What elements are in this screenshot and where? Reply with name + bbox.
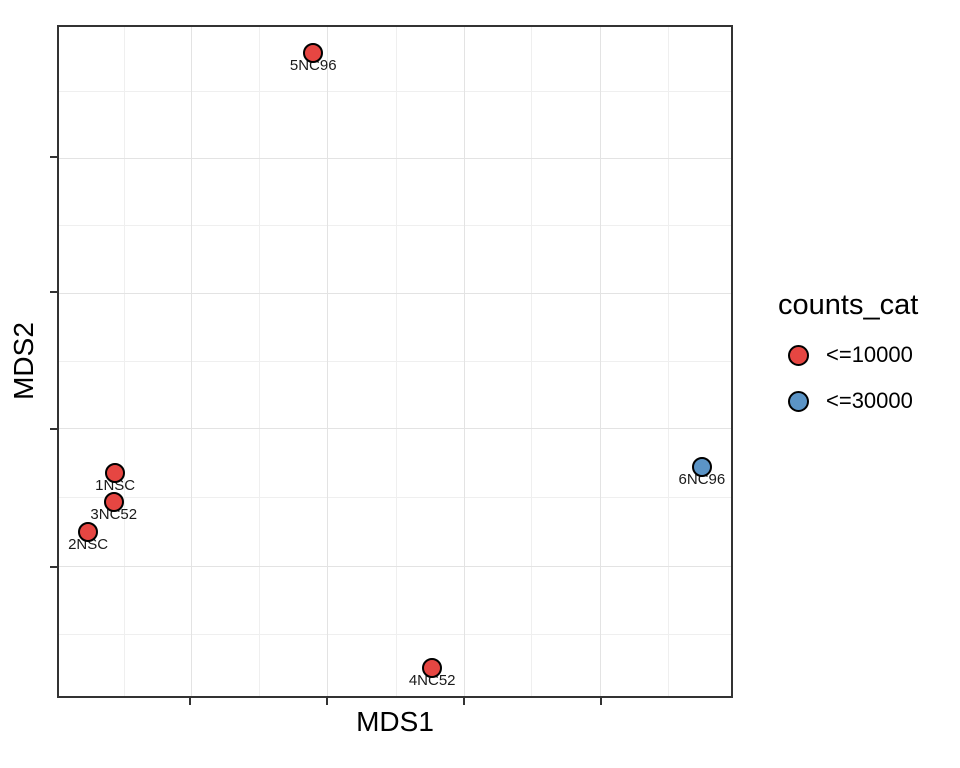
legend-item: <=30000: [788, 387, 918, 415]
y-axis-tick: [50, 565, 57, 568]
gridline-minor-horizontal: [59, 90, 731, 92]
y-axis-tick: [50, 291, 57, 294]
point-label: 5NC96: [289, 57, 337, 75]
gridline-minor-vertical: [395, 27, 397, 696]
gridline-minor-horizontal: [59, 497, 731, 499]
gridline-major-vertical: [463, 27, 465, 696]
gridline-major-horizontal: [59, 428, 731, 430]
legend-item-label: <=30000: [826, 388, 913, 413]
x-axis-tick: [189, 698, 192, 705]
point-label: 3NC52: [90, 506, 138, 524]
x-axis-tick: [325, 698, 328, 705]
plot-panel: [57, 25, 733, 698]
legend-item-label: <=10000: [826, 342, 913, 367]
data-point: [303, 43, 324, 64]
gridline-minor-horizontal: [59, 633, 731, 635]
gridline-major-vertical: [599, 27, 601, 696]
gridline-minor-horizontal: [59, 225, 731, 227]
data-point: [691, 457, 712, 478]
y-axis-title: MDS2: [8, 322, 39, 400]
data-point: [105, 463, 126, 484]
gridline-major-horizontal: [59, 158, 731, 160]
legend: counts_cat <=10000 <=30000: [778, 288, 918, 433]
gridline-major-horizontal: [59, 292, 731, 294]
data-point: [103, 492, 124, 513]
legend-title: counts_cat: [778, 289, 919, 321]
data-point: [422, 657, 443, 678]
data-point: [78, 521, 99, 542]
y-axis-tick: [50, 155, 57, 158]
point-label: 1NSC: [95, 477, 136, 495]
legend-items: <=10000 <=30000: [778, 341, 918, 415]
legend-item: <=10000: [788, 341, 918, 369]
gridline-minor-vertical: [667, 27, 669, 696]
gridline-major-horizontal: [59, 565, 731, 567]
gridline-minor-vertical: [531, 27, 533, 696]
x-axis-title: MDS1: [356, 706, 434, 737]
legend-key-circle: [788, 344, 809, 366]
gridline-major-vertical: [327, 27, 329, 696]
point-label: 2NSC: [68, 535, 109, 553]
legend-key-circle: [788, 390, 809, 412]
gridline-minor-vertical: [123, 27, 125, 696]
x-axis-tick: [600, 698, 603, 705]
y-axis-tick: [50, 427, 57, 430]
x-axis-tick: [462, 698, 465, 705]
point-label: 4NC52: [408, 671, 456, 689]
point-label: 6NC96: [678, 471, 726, 489]
gridline-minor-horizontal: [59, 360, 731, 362]
gridline-major-vertical: [191, 27, 193, 696]
gridline-minor-vertical: [259, 27, 261, 696]
